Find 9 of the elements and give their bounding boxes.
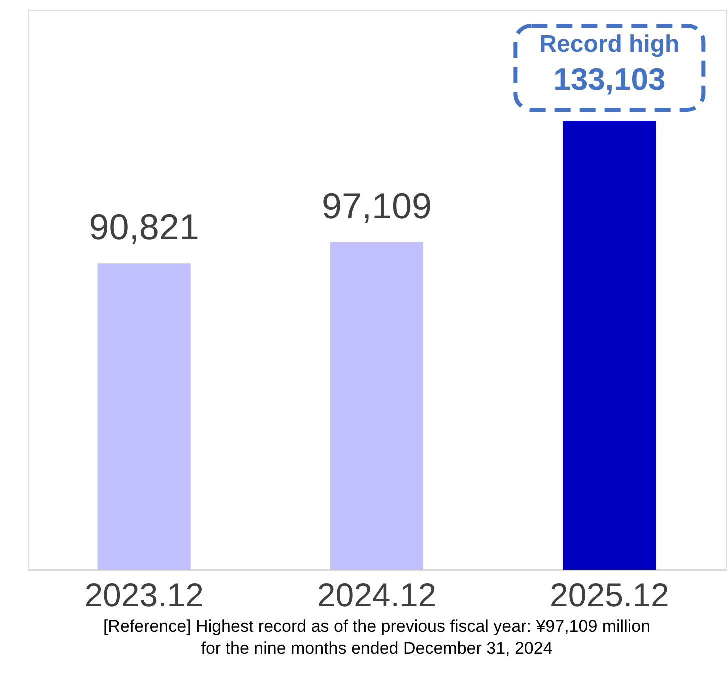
x-tick-label: 2023.12: [84, 576, 204, 614]
x-tick-label: 2025.12: [550, 576, 670, 614]
text: [Reference] Highest record as of the previous fiscal year: ¥97,109 million: [103, 617, 651, 636]
data-label: 90,821: [89, 206, 200, 248]
x-tick-label: 2024.12: [317, 576, 437, 614]
data-label: 133,103: [554, 62, 666, 97]
data-label: 97,109: [322, 185, 432, 226]
annotation: Record high: [540, 30, 680, 58]
text: for the nine months ended December 31, 2024: [201, 639, 553, 658]
